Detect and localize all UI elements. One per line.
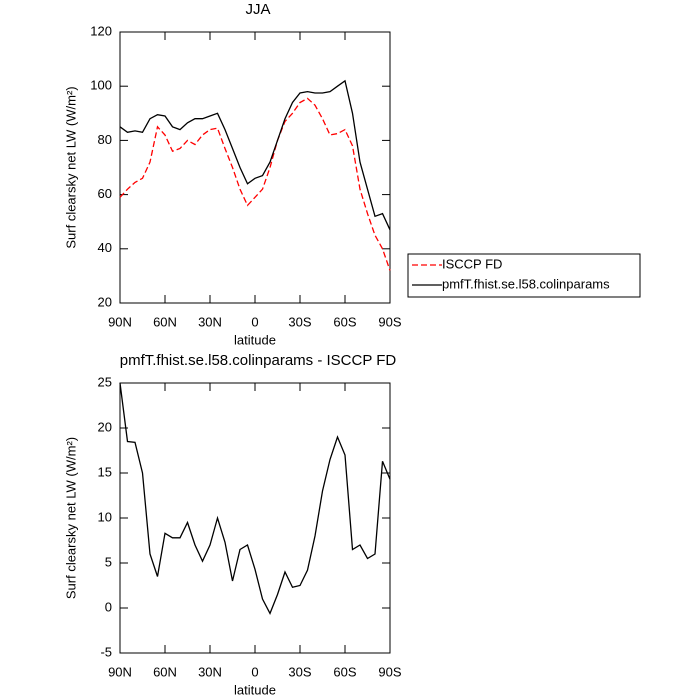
y-tick-label: -5 xyxy=(100,644,112,659)
y-tick-label: 40 xyxy=(98,240,112,255)
x-tick-label: 60N xyxy=(153,664,177,679)
legend-label: ISCCP FD xyxy=(442,256,502,271)
data-line xyxy=(119,382,391,615)
data-line xyxy=(119,79,391,231)
x-tick-label: 30S xyxy=(288,314,311,329)
x-tick-label: 0 xyxy=(251,664,258,679)
y-tick-label: 120 xyxy=(90,23,112,38)
y-tick-label: 100 xyxy=(90,78,112,93)
x-tick-label: 30S xyxy=(288,664,311,679)
y-tick-label: 10 xyxy=(98,509,112,524)
x-tick-label: 90N xyxy=(108,664,132,679)
plot-frame xyxy=(119,31,391,304)
x-tick-label: 60S xyxy=(333,664,356,679)
y-axis-label: Surf clearsky net LW (W/m²) xyxy=(63,86,78,248)
y-tick-label: 15 xyxy=(98,464,112,479)
chart-title: pmfT.fhist.se.l58.colinparams - ISCCP FD xyxy=(120,352,397,369)
x-tick-label: 60N xyxy=(153,314,177,329)
chart-title: JJA xyxy=(245,1,270,18)
y-tick-label: 80 xyxy=(98,132,112,147)
x-axis-label: latitude xyxy=(234,682,276,697)
x-tick-label: 60S xyxy=(333,314,356,329)
y-tick-label: 20 xyxy=(98,294,112,309)
x-tick-label: 90S xyxy=(378,314,401,329)
x-axis-label: latitude xyxy=(234,332,276,347)
x-tick-label: 30N xyxy=(198,314,222,329)
y-axis-label: Surf clearsky net LW (W/m²) xyxy=(63,437,78,599)
y-tick-label: 25 xyxy=(98,374,112,389)
y-tick-label: 20 xyxy=(98,419,112,434)
legend-label: pmfT.fhist.se.l58.colinparams xyxy=(442,276,610,291)
legend-box xyxy=(407,253,641,298)
x-tick-label: 90N xyxy=(108,314,132,329)
y-tick-label: 60 xyxy=(98,186,112,201)
y-tick-label: 0 xyxy=(105,599,112,614)
x-tick-label: 0 xyxy=(251,314,258,329)
data-line xyxy=(119,97,391,271)
y-tick-label: 5 xyxy=(105,554,112,569)
x-tick-label: 30N xyxy=(198,664,222,679)
x-tick-label: 90S xyxy=(378,664,401,679)
